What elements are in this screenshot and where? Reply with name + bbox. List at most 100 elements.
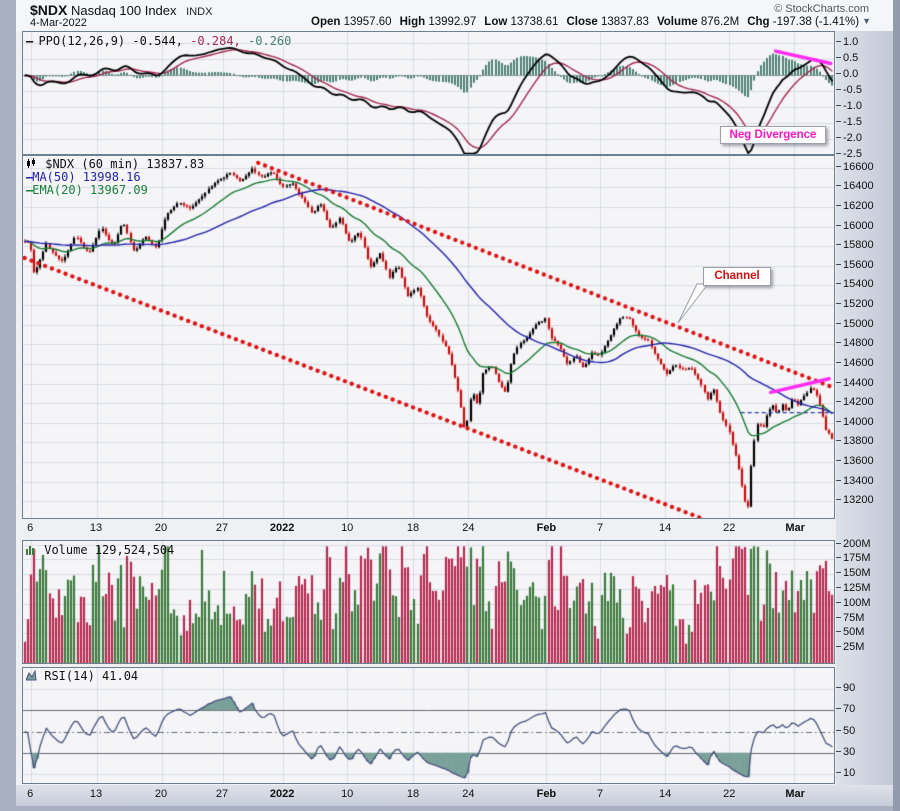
- y-axis-label: 15800: [836, 239, 874, 251]
- channel-annotation-tail: [677, 283, 710, 324]
- y-axis-label: 15400: [836, 278, 874, 290]
- x-axis-label: 2022: [269, 788, 295, 800]
- ppo-hist-value: -0.260: [248, 34, 292, 48]
- price-panel: [22, 155, 835, 519]
- y-axis-label: 175M: [836, 552, 871, 564]
- stockcharts-credit: © StockCharts.com: [774, 3, 869, 15]
- rsi-icon: [25, 669, 37, 681]
- ma-line-icon: —: [26, 170, 33, 184]
- x-axis-label: 14: [658, 522, 672, 534]
- y-axis-label: 200M: [836, 538, 871, 550]
- rsi-legend-label: RSI(14) 41.04: [44, 669, 139, 683]
- y-axis-label: 16600: [836, 161, 874, 173]
- x-axis-label: 27: [215, 788, 229, 800]
- symbol-row: $NDX Nasdaq 100 Index INDX: [30, 2, 212, 18]
- price-canvas: [23, 156, 834, 518]
- quote-label-open: Open: [311, 16, 341, 28]
- y-axis-label: 25M: [836, 641, 864, 653]
- ma-legend-label: MA(50) 13998.16: [32, 170, 141, 184]
- x-axis-label: 13: [89, 522, 103, 534]
- quote-label-low: Low: [484, 16, 508, 28]
- y-axis-label: 13200: [836, 494, 874, 506]
- quote-value-close: 13837.83: [597, 16, 649, 28]
- price-legend-row: $NDX (60 min) 13837.83: [26, 158, 204, 171]
- price-legend: $NDX (60 min) 13837.83 —MA(50) 13998.16 …: [26, 158, 204, 197]
- x-axis-label: 22: [723, 522, 736, 534]
- quote-bar: Open 13957.60 High 13992.97 Low 13738.61 Cl…: [303, 16, 871, 28]
- x-axis-label: Feb: [536, 788, 557, 800]
- ppo-signal-value: -0.284,: [190, 34, 241, 48]
- x-axis-label: 7: [596, 522, 604, 534]
- ppo-label: PPO(12,26,9): [38, 34, 126, 48]
- x-axis-bottom: 6 13 20 27 2022 10 18 24 Feb 7 14 22 Mar: [22, 787, 835, 803]
- y-axis-label: 70: [836, 703, 855, 715]
- ema-legend-label: EMA(20) 13967.09: [32, 183, 148, 197]
- y-axis-label: 14400: [836, 377, 874, 389]
- ema-line-icon: —: [26, 183, 33, 197]
- y-axis-label: 16400: [836, 180, 874, 192]
- quote-value-low: 13738.61: [507, 16, 559, 28]
- x-axis-label: 22: [723, 788, 736, 800]
- exchange: INDX: [186, 6, 213, 18]
- rsi-panel: [22, 667, 835, 784]
- bottom-axis-strip: [16, 785, 893, 806]
- rsi-legend: RSI(14) 41.04: [25, 669, 139, 683]
- ppo-canvas: [23, 32, 834, 154]
- y-axis-label: 0.0: [836, 68, 858, 80]
- y-axis-label: 50M: [836, 626, 864, 638]
- chart-header: $NDX Nasdaq 100 Index INDX © StockCharts…: [16, 0, 893, 31]
- y-axis-labels: 1.0 0.5 0.0 -0.5 -1.0 -1.5 -2.0 -2.5 16600 16400 1…: [836, 0, 894, 806]
- price-legend-label: $NDX (60 min) 13837.83: [45, 157, 205, 171]
- y-axis-label: 150M: [836, 567, 871, 579]
- y-axis-label: 13400: [836, 475, 874, 487]
- quote-value-open: 13957.60: [340, 16, 392, 28]
- y-axis-label: 0.5: [836, 52, 858, 64]
- volume-bars-icon: [26, 546, 34, 555]
- y-axis-label: 75M: [836, 612, 864, 624]
- ppo-panel: [22, 31, 835, 155]
- y-axis-label: -0.5: [836, 84, 862, 96]
- y-axis-label: 15200: [836, 298, 874, 310]
- chart-date: 4-Mar-2022: [30, 17, 87, 29]
- quote-value-volume: 876.2M: [697, 16, 740, 28]
- x-axis-label: 7: [596, 788, 604, 800]
- ema-legend-row: —EMA(20) 13967.09: [26, 184, 204, 197]
- x-axis-label: 6: [27, 522, 34, 534]
- y-axis-label: 10: [836, 767, 855, 779]
- y-axis-label: -1.5: [836, 116, 862, 128]
- quote-label-volume: Volume: [656, 16, 698, 28]
- quote-label-close: Close: [566, 16, 598, 28]
- x-axis-label: Mar: [785, 788, 805, 800]
- neg-divergence-annotation: Neg Divergence: [720, 126, 826, 144]
- x-axis-label: 27: [215, 522, 229, 534]
- y-axis-label: 14600: [836, 357, 874, 369]
- y-axis-label: 13600: [836, 455, 874, 467]
- x-axis-label: 6: [27, 788, 34, 800]
- y-axis-label: 14000: [836, 416, 874, 428]
- x-axis-label: 18: [406, 522, 420, 534]
- candlestick-icon: [27, 158, 35, 168]
- symbol-name: Nasdaq 100 Index: [70, 3, 177, 18]
- quote-label-high: High: [399, 16, 426, 28]
- y-axis-label: 15000: [836, 318, 874, 330]
- y-axis-label: 14800: [836, 337, 874, 349]
- y-axis-label: 1.0: [836, 36, 858, 48]
- y-axis-label: 90: [836, 682, 855, 694]
- volume-legend: Volume 129,524,504: [26, 543, 174, 557]
- x-axis-label: 18: [406, 788, 420, 800]
- y-axis-label: 30: [836, 746, 855, 758]
- y-axis-label: 15600: [836, 259, 874, 271]
- y-axis-label: 50: [836, 725, 855, 737]
- y-axis-label: 13800: [836, 435, 874, 447]
- y-axis-label: 125M: [836, 582, 871, 594]
- x-axis-label: 14: [658, 788, 672, 800]
- y-axis-label: 14200: [836, 396, 874, 408]
- chg-dropdown-icon[interactable]: ▼: [862, 16, 871, 26]
- y-axis-label: 16000: [836, 220, 874, 232]
- symbol: $NDX: [30, 2, 68, 18]
- quote-label-chg: Chg: [747, 16, 770, 28]
- x-axis-label: 20: [154, 522, 168, 534]
- quote-value-high: 13992.97: [425, 16, 477, 28]
- x-axis-label: 10: [341, 788, 354, 800]
